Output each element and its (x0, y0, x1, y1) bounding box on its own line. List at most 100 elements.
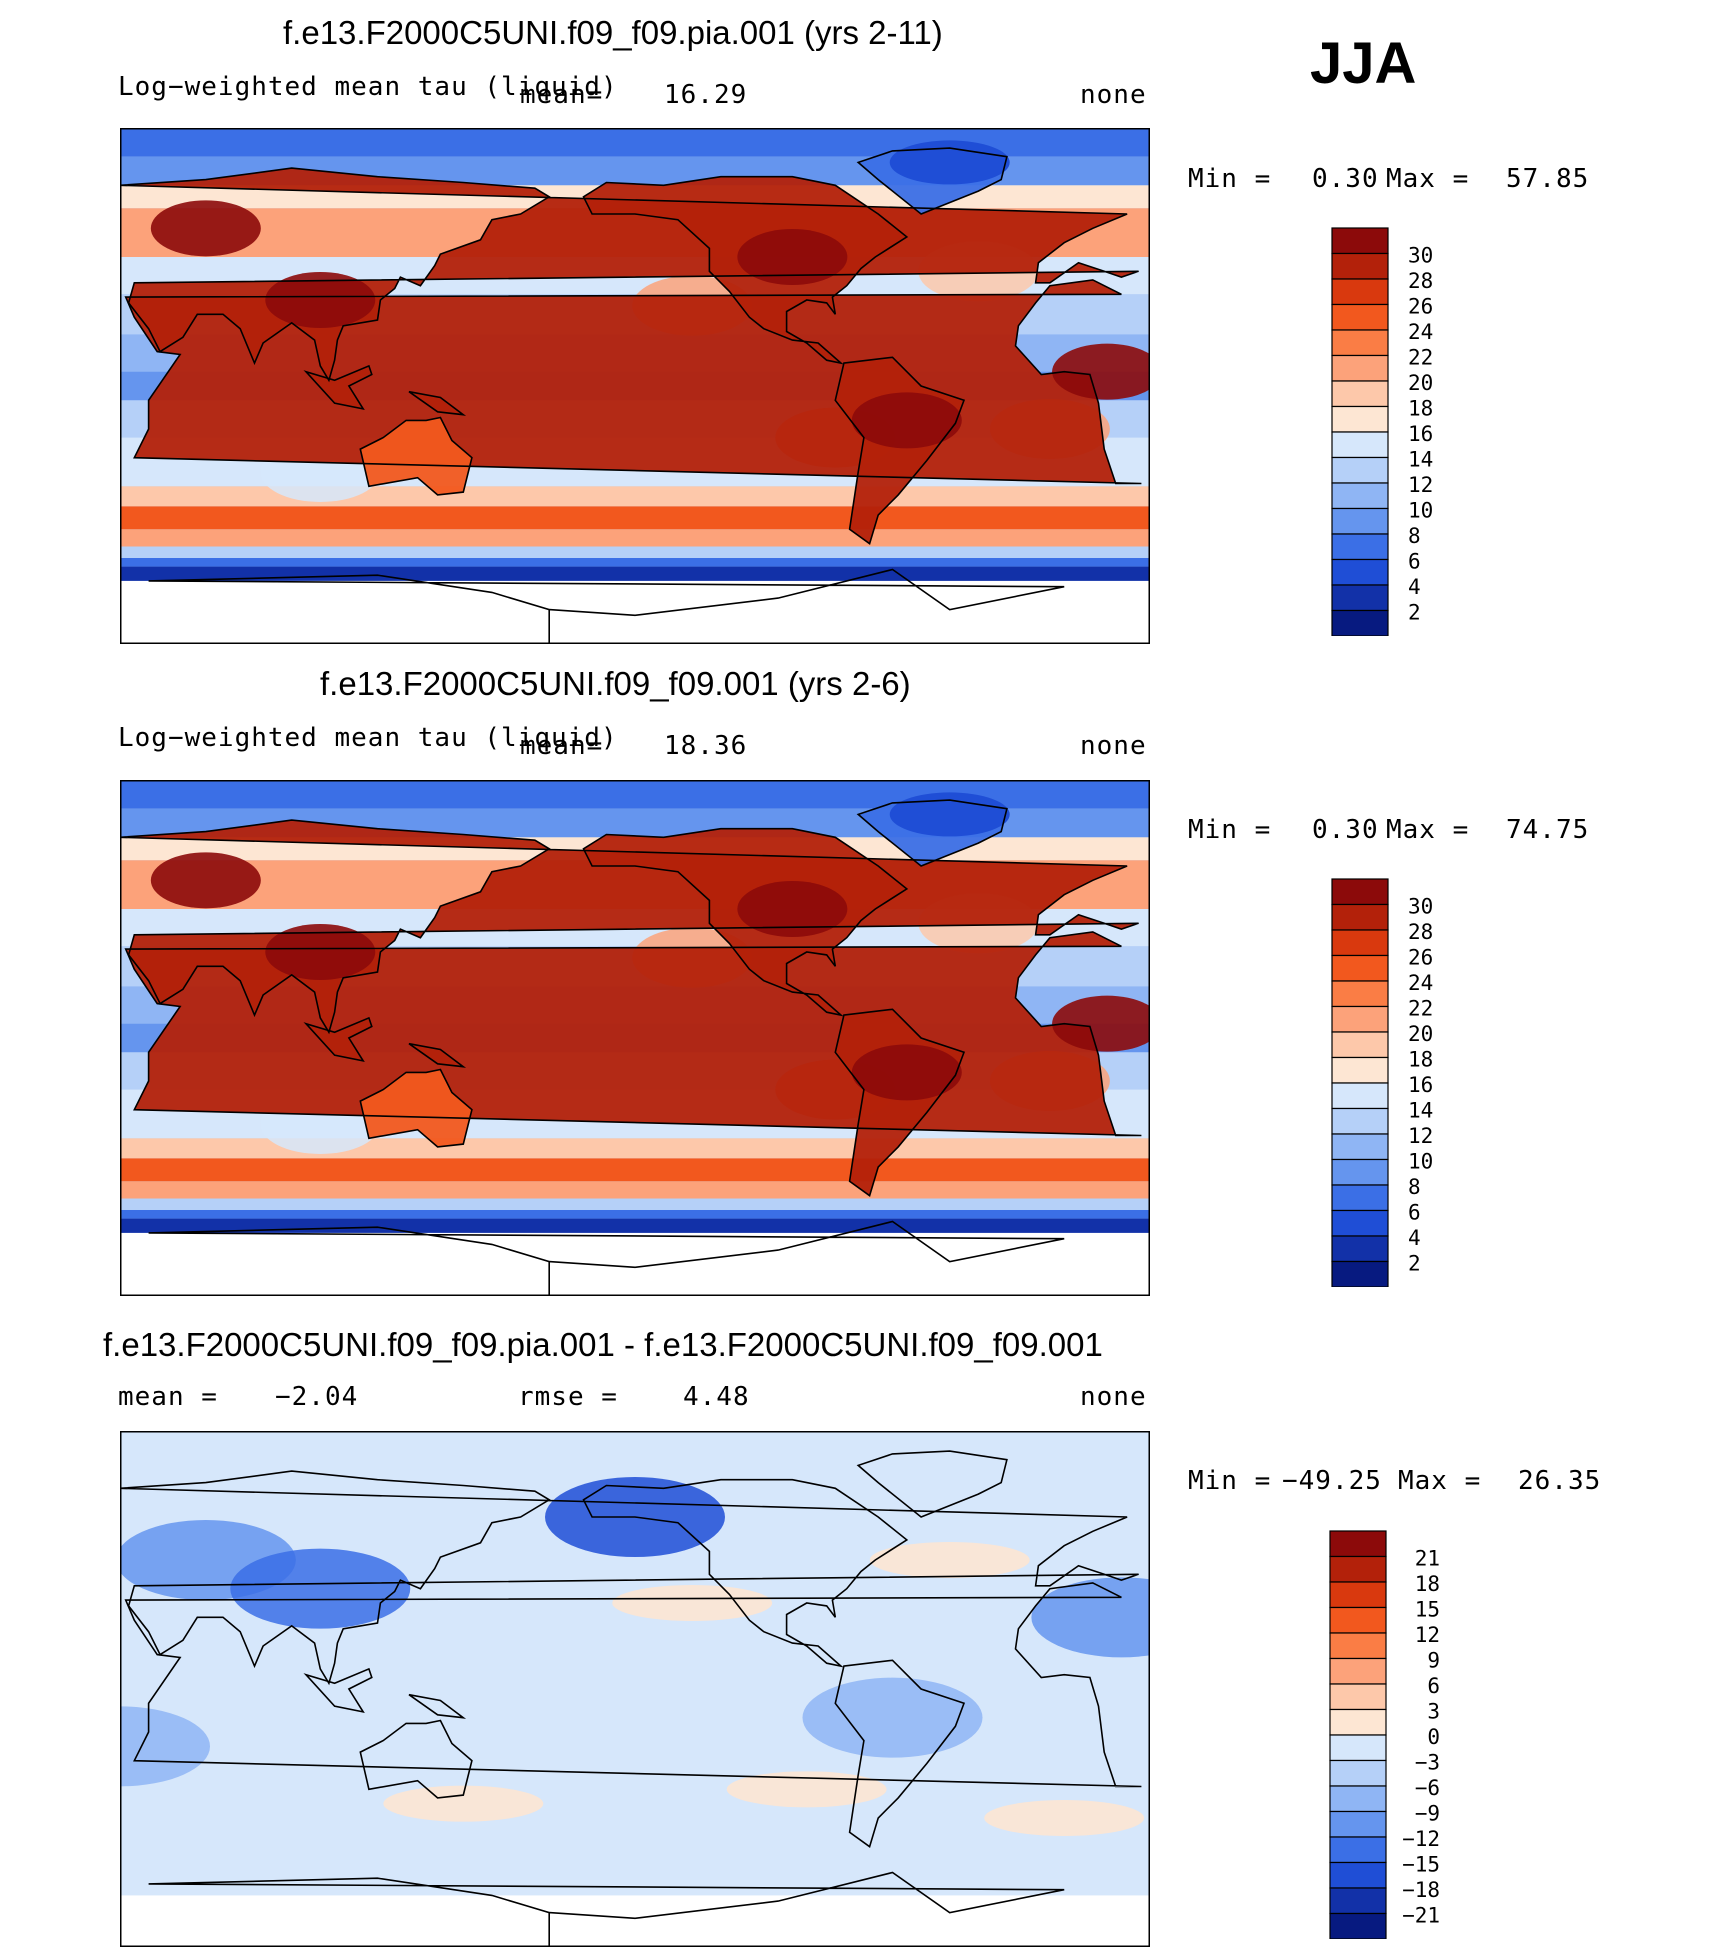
colorbar-box (1331, 329, 1389, 357)
colorbar-box (1331, 1107, 1389, 1135)
colorbar-box (1331, 507, 1389, 535)
colorbar-box (1331, 1005, 1389, 1033)
colorbar-tick-label: 24 (1408, 320, 1433, 344)
field-band (120, 1181, 1150, 1199)
colorbar-box (1331, 1260, 1389, 1287)
colorbar-tick-label: 3 (1427, 1700, 1440, 1724)
field-band (120, 546, 1150, 558)
colorbar-box (1329, 1836, 1387, 1864)
colorbar-box (1331, 456, 1389, 484)
panel2-min-value: 0.30 (1312, 815, 1379, 845)
colorbar-tick-label: 14 (1408, 448, 1433, 472)
colorbar-box (1331, 1082, 1389, 1110)
colorbar-tick-label: 21 (1415, 1547, 1440, 1571)
colorbar-box (1331, 609, 1389, 636)
colorbar-tick-label: −15 (1402, 1853, 1440, 1877)
panel1-min-label: Min = (1188, 164, 1272, 194)
colorbar-tick-label: −3 (1415, 1751, 1440, 1775)
colorbar-tick-label: 28 (1408, 269, 1433, 293)
coastline (124, 279, 1142, 485)
colorbar-box (1329, 1683, 1387, 1711)
panel2-mean-label: mean= (520, 731, 604, 761)
colorbar-box (1329, 1606, 1387, 1634)
panel1-variable: Log−weighted mean tau (liquid) (118, 72, 618, 102)
colorbar-box (1331, 558, 1389, 586)
colorbar-box (1329, 1861, 1387, 1889)
colorbar-box (1329, 1555, 1387, 1583)
colorbar-tick-label: 4 (1408, 575, 1421, 599)
panel3-mean-value: −2.04 (275, 1382, 359, 1412)
field-band (120, 566, 1150, 581)
field-band (120, 506, 1150, 530)
colorbar-tick-label: 6 (1427, 1674, 1440, 1698)
colorbar-box (1329, 1785, 1387, 1813)
colorbar-tick-label: 18 (1415, 1572, 1440, 1596)
coastline (408, 1042, 467, 1068)
coastline (582, 175, 909, 365)
colorbar-tick-label: 26 (1408, 946, 1433, 970)
panel3-rmse-label: rmse = (518, 1382, 618, 1412)
colorbar-box (1331, 354, 1389, 382)
colorbar-tick-label: −18 (1402, 1878, 1440, 1902)
coastline (582, 827, 909, 1017)
coastline (408, 390, 467, 416)
colorbar-box (1331, 1031, 1389, 1059)
colorbar-box (1329, 1887, 1387, 1915)
colorbar-tick-label: 15 (1415, 1598, 1440, 1622)
colorbar-tick-label: 8 (1408, 1175, 1421, 1199)
panel2-max-value: 74.75 (1506, 815, 1590, 845)
coastline (856, 799, 1008, 867)
colorbar-tick-label: 10 (1408, 1150, 1433, 1174)
coastline (303, 364, 373, 411)
panel2-title: f.e13.F2000C5UNI.f09_f09.001 (yrs 2-6) (320, 665, 911, 702)
colorbar-box (1331, 380, 1389, 408)
colorbar-tick-label: 12 (1408, 473, 1433, 497)
colorbar-box (1329, 1734, 1387, 1762)
coastline (303, 1016, 373, 1063)
colorbar-box (1329, 1581, 1387, 1609)
colorbar-box (1331, 278, 1389, 306)
colorbar-tick-label: 6 (1408, 1201, 1421, 1225)
panel3-min-label: Min = (1188, 1466, 1272, 1496)
field-band (120, 1232, 1150, 1296)
colorbar-box (1331, 252, 1389, 280)
colorbar-box (1329, 1810, 1387, 1838)
colorbar-tick-label: 18 (1408, 397, 1433, 421)
colorbar-tick-label: 4 (1408, 1226, 1421, 1250)
coastline (359, 416, 473, 496)
colorbar-tick-label: 9 (1427, 1649, 1440, 1673)
colorbar-box (1329, 1657, 1387, 1685)
colorbar-tick-label: 6 (1408, 550, 1421, 574)
colorbar-tick-label: 20 (1408, 371, 1433, 395)
colorbar-tick-label: 26 (1408, 295, 1433, 319)
panel1-title: f.e13.F2000C5UNI.f09_f09.pia.001 (yrs 2-… (283, 14, 943, 51)
coastline (303, 1667, 373, 1714)
panel2-units: none (1080, 731, 1147, 761)
colorbar-box (1331, 878, 1389, 906)
colorbar-tick-label: 16 (1408, 422, 1433, 446)
field-band (120, 580, 1150, 644)
colorbar-tick-label: 12 (1415, 1623, 1440, 1647)
colorbar-tick-label: 2 (1408, 601, 1421, 625)
panel3-title: f.e13.F2000C5UNI.f09_f09.pia.001 - f.e13… (103, 1326, 1103, 1363)
coastline (834, 356, 966, 546)
panel1-max-label: Max = (1386, 164, 1470, 194)
colorbar-box (1331, 1209, 1389, 1237)
colorbar-tick-label: 30 (1408, 244, 1433, 268)
colorbar-tick-label: 12 (1408, 1124, 1433, 1148)
colorbar-box (1331, 1133, 1389, 1161)
panel1-units: none (1080, 80, 1147, 110)
colorbar-box (1331, 1158, 1389, 1186)
panel1-mean-label: mean= (520, 80, 604, 110)
colorbar-tick-label: 20 (1408, 1022, 1433, 1046)
coastline (834, 1008, 966, 1198)
coastline (124, 931, 1142, 1137)
colorbar-tick-label: −21 (1402, 1904, 1440, 1928)
panel2-min-label: Min = (1188, 815, 1272, 845)
panel3-map (120, 1431, 1150, 1947)
coastline (120, 819, 1139, 1035)
